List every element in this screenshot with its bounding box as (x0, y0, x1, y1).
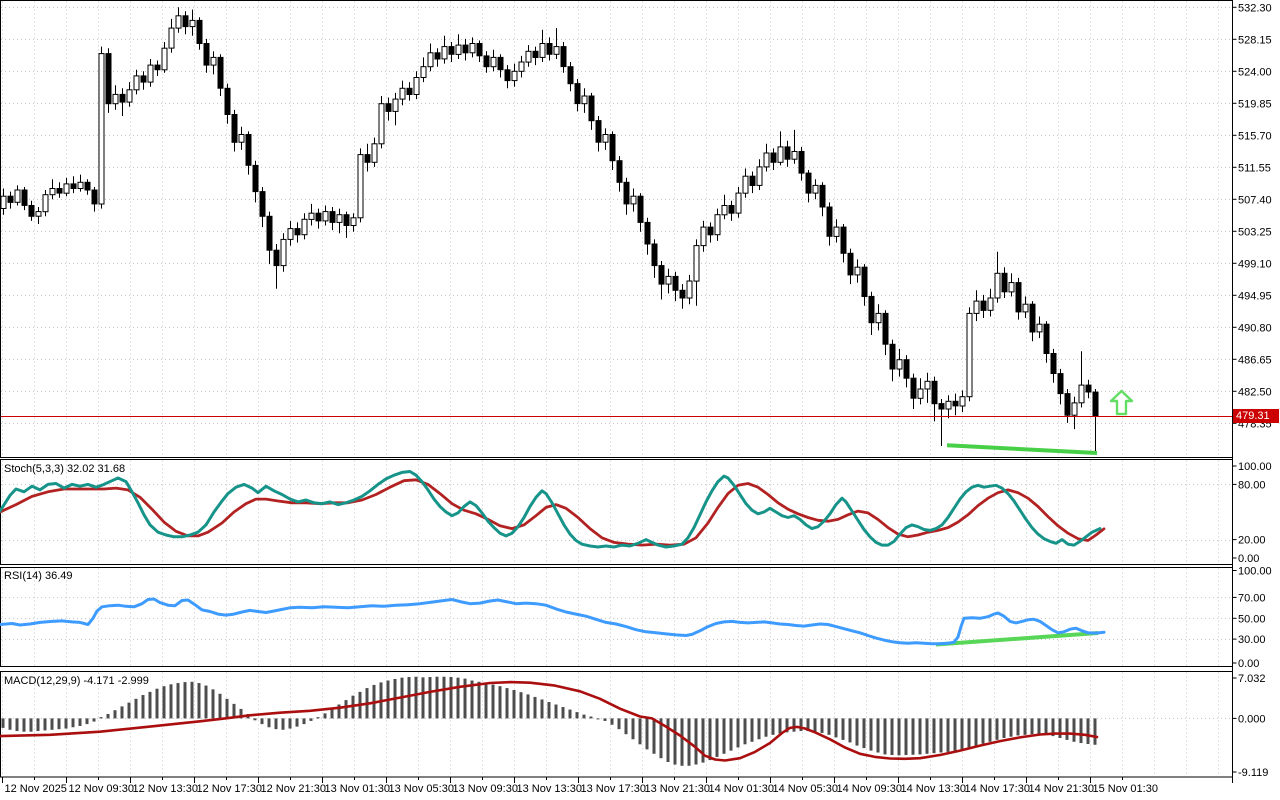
time-axis-label: 13 Nov 21:30 (645, 783, 710, 795)
current-price-badge: 479.31 (1233, 409, 1279, 423)
macd-histogram (1, 676, 1097, 766)
panel-borders (0, 0, 1233, 778)
time-axis-label: 12 Nov 21:30 (261, 783, 326, 795)
price-axis-label: 507.40 (1238, 194, 1272, 206)
price-axis-label: 494.95 (1238, 290, 1272, 302)
macd-indicator-label: MACD(12,29,9) -4.171 -2.999 (4, 675, 149, 687)
rsi-axis-label: 0.00 (1238, 658, 1259, 670)
stoch-axis-label: 20.00 (1238, 535, 1266, 547)
rsi-axis-label: 100.00 (1238, 566, 1272, 578)
price-axis-label: 482.50 (1238, 386, 1272, 398)
time-axis-label: 12 Nov 09:30 (69, 783, 134, 795)
stoch-axis-label: 100.00 (1238, 461, 1272, 473)
time-axis-label: 12 Nov 13:30 (133, 783, 198, 795)
time-axis-label: 14 Nov 09:30 (837, 783, 902, 795)
price-axis[interactable]: 532.30 528.15 524.00 519.85 515.70 511.55 507.… (1232, 0, 1272, 783)
price-axis-label: 524.00 (1238, 66, 1272, 78)
rsi-trendline[interactable] (935, 631, 1099, 647)
time-axis-label: 15 Nov 01:30 (1093, 783, 1158, 795)
price-axis-label: 490.80 (1238, 322, 1272, 334)
stoch-axis-label: 0.00 (1238, 553, 1259, 565)
stoch-axis-label: 80.00 (1238, 479, 1266, 491)
time-axis-label: 14 Nov 21:30 (1029, 783, 1094, 795)
price-axis-label: 515.70 (1238, 130, 1272, 142)
time-axis-label: 13 Nov 05:30 (389, 783, 454, 795)
time-axis-label: 13 Nov 13:30 (517, 783, 582, 795)
stoch-panel-frame[interactable] (0, 459, 1233, 565)
up-arrow-icon[interactable] (1109, 389, 1134, 416)
price-axis-label: 528.15 (1238, 34, 1272, 46)
macd-axis-label: 0.000 (1238, 713, 1266, 725)
time-axis-label: 14 Nov 17:30 (965, 783, 1030, 795)
stoch-d-line (0, 478, 1106, 547)
rsi-panel-frame[interactable] (0, 567, 1233, 667)
macd-axis-label: 7.032 (1238, 673, 1266, 685)
stoch-k-line (0, 470, 1102, 549)
price-axis-label: 503.25 (1238, 226, 1272, 238)
time-axis-label: 14 Nov 13:30 (901, 783, 966, 795)
macd-axis-label: -9.119 (1238, 767, 1268, 779)
macd-signal-line (0, 680, 1099, 762)
rsi-axis-label: 50.00 (1238, 613, 1266, 625)
price-axis-label: 532.30 (1238, 2, 1272, 14)
rsi-line (0, 597, 1106, 646)
candlestick-series (0, 7, 1099, 452)
rsi-axis-label: 30.00 (1238, 634, 1266, 646)
rsi-axis-label: 70.00 (1238, 592, 1266, 604)
price-axis-label: 511.55 (1238, 162, 1271, 174)
time-axis-label: 12 Nov 2025 (5, 783, 67, 795)
support-trendline[interactable] (946, 443, 1098, 455)
time-axis-label: 14 Nov 01:30 (709, 783, 774, 795)
stoch-indicator-label: Stoch(5,3,3) 32.02 31.68 (4, 463, 126, 475)
time-axis-label: 13 Nov 17:30 (581, 783, 646, 795)
time-axis-label: 13 Nov 01:30 (325, 783, 390, 795)
price-axis-label: 486.65 (1238, 354, 1272, 366)
rsi-indicator-label: RSI(14) 36.49 (4, 570, 73, 582)
time-axis-label: 13 Nov 09:30 (453, 783, 518, 795)
price-axis-label: 499.10 (1238, 258, 1272, 270)
time-axis-label: 14 Nov 05:30 (773, 783, 838, 795)
time-axis-label: 12 Nov 17:30 (197, 783, 262, 795)
price-panel-frame[interactable] (0, 0, 1233, 458)
price-axis-label: 519.85 (1238, 98, 1272, 110)
grid-lines (1, 1, 1231, 776)
